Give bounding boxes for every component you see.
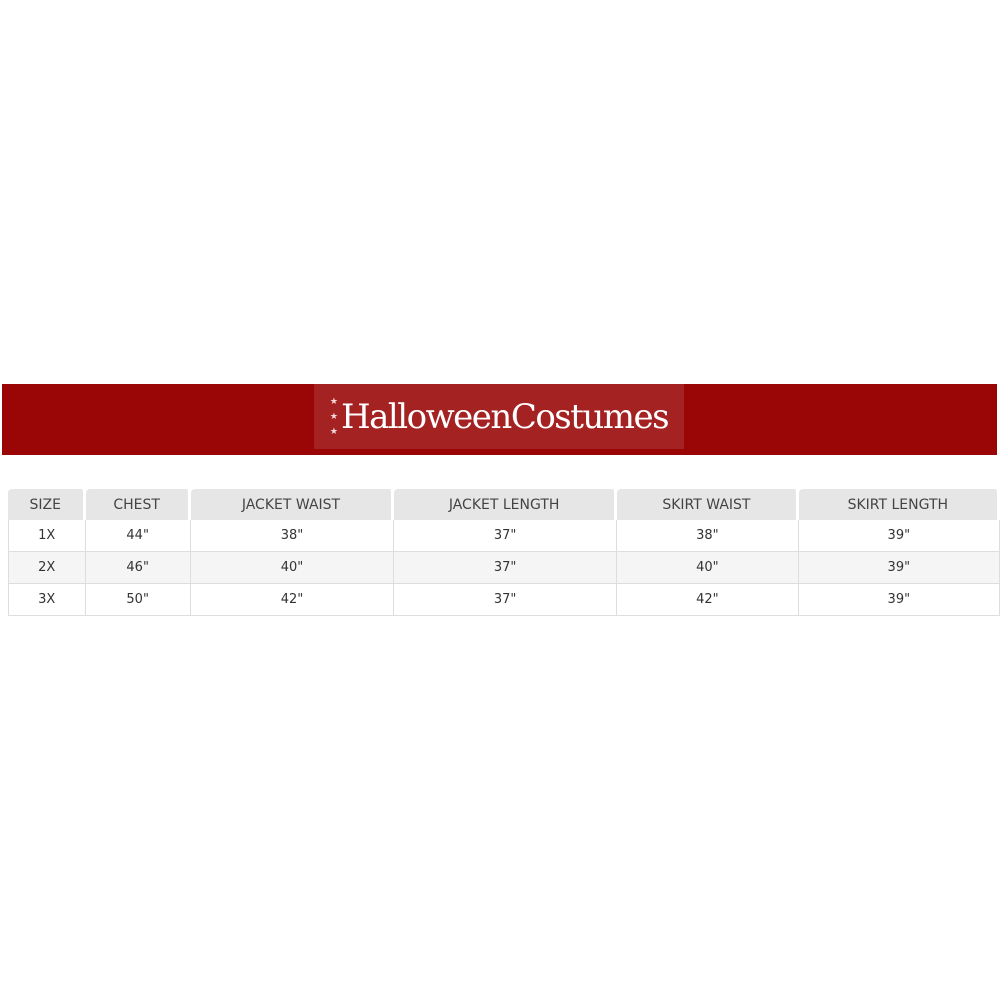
table-cell: 42" [190, 584, 395, 616]
table-cell: 50" [85, 584, 191, 616]
table-cell: 37" [394, 520, 618, 552]
column-header: SKIRT WAIST [617, 489, 799, 520]
table-cell: 40" [190, 552, 395, 584]
table-cell: 39" [798, 520, 1000, 552]
table-cell: 42" [617, 584, 799, 616]
column-header: SIZE [8, 489, 86, 520]
table-cell: 37" [394, 584, 618, 616]
table-cell: 2X [8, 552, 86, 584]
table-cell: 46" [85, 552, 191, 584]
column-header: CHEST [85, 489, 191, 520]
column-header: SKIRT LENGTH [798, 489, 1000, 520]
size-chart-table: SIZE CHEST JACKET WAIST JACKET LENGTH SK… [8, 489, 1000, 616]
table-row: 1X 44" 38" 37" 38" 39" [8, 520, 1000, 552]
table-row: 2X 46" 40" 37" 40" 39" [8, 552, 1000, 584]
table-cell: 40" [617, 552, 799, 584]
table-cell: 38" [190, 520, 395, 552]
table-cell: 39" [798, 584, 1000, 616]
table-cell: 3X [8, 584, 86, 616]
table-cell: 39" [798, 552, 1000, 584]
header-row: SIZE CHEST JACKET WAIST JACKET LENGTH SK… [8, 489, 1000, 520]
column-header: JACKET LENGTH [394, 489, 618, 520]
column-header: JACKET WAIST [190, 489, 395, 520]
star-icon: ★ [329, 426, 338, 437]
table-cell: 37" [394, 552, 618, 584]
stars-decoration: ★ ★ ★ [330, 397, 338, 437]
logo: ★ ★ ★ HalloweenCostumes [314, 384, 684, 449]
table-row: 3X 50" 42" 37" 42" 39" [8, 584, 1000, 616]
star-icon: ★ [329, 396, 338, 407]
table-cell: 44" [85, 520, 191, 552]
table-cell: 1X [8, 520, 86, 552]
star-icon: ★ [329, 411, 338, 422]
table-cell: 38" [617, 520, 799, 552]
logo-text: HalloweenCostumes [340, 396, 670, 437]
